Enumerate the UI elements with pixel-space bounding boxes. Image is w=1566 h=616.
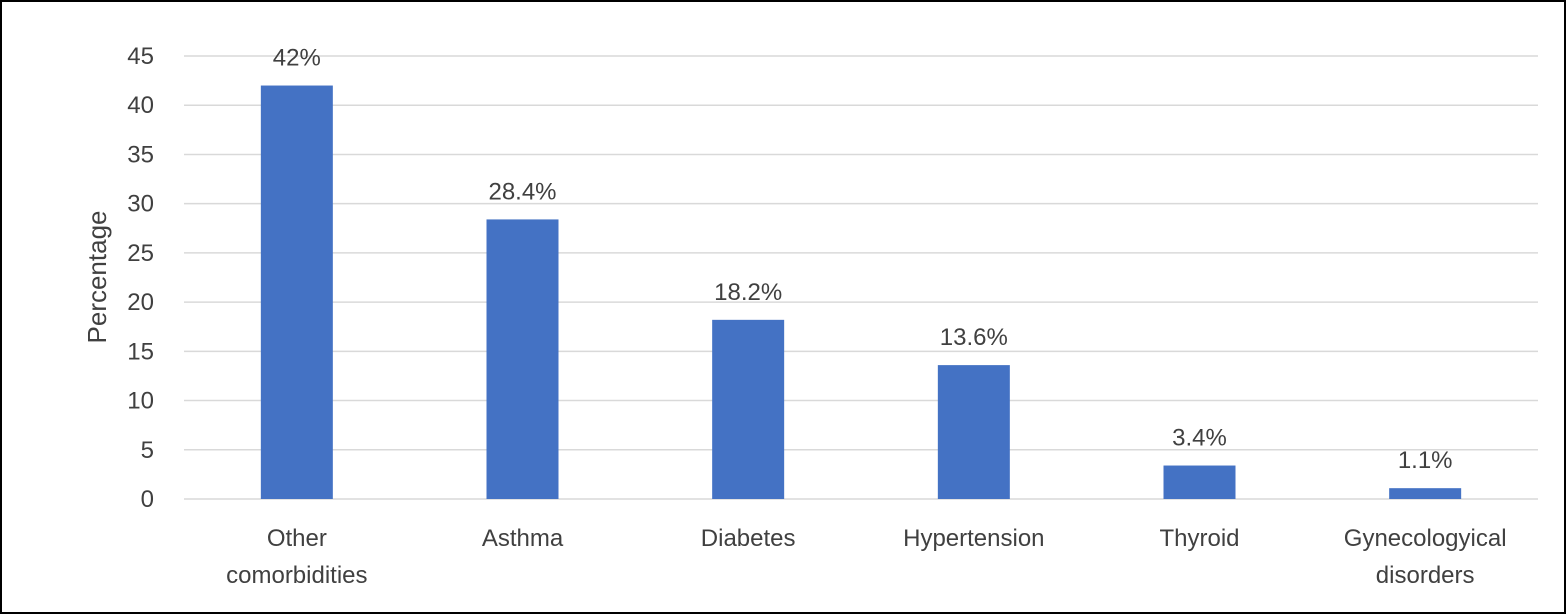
x-tick-label: Thyroid bbox=[1159, 525, 1239, 552]
x-tick-label: Hypertension bbox=[903, 525, 1044, 552]
data-labels: 42% 28.4% 18.2% 13.6% 3.4% 1.1% bbox=[273, 45, 1453, 475]
y-axis-ticks: 0 5 10 15 20 25 30 35 40 45 bbox=[127, 43, 154, 513]
bar bbox=[712, 319, 785, 499]
data-label: 18.2% bbox=[714, 279, 782, 306]
y-tick-label: 10 bbox=[127, 388, 154, 415]
data-label: 13.6% bbox=[940, 324, 1008, 351]
x-tick-label: comorbidities bbox=[226, 562, 367, 589]
data-label: 1.1% bbox=[1398, 447, 1453, 474]
y-tick-label: 0 bbox=[141, 486, 154, 513]
gridlines bbox=[184, 55, 1538, 500]
y-tick-label: 15 bbox=[127, 338, 154, 365]
y-tick-label: 5 bbox=[141, 437, 154, 464]
x-tick-label: disorders bbox=[1376, 562, 1475, 589]
bar bbox=[486, 219, 559, 499]
x-tick-label: Gynecologyical bbox=[1344, 525, 1507, 552]
x-axis-categories: Other comorbidities Asthma Diabetes Hyperten… bbox=[226, 525, 1506, 589]
y-tick-label: 25 bbox=[127, 240, 154, 267]
bar bbox=[1163, 465, 1236, 499]
y-tick-label: 20 bbox=[127, 289, 154, 316]
y-axis-label: Percentage bbox=[82, 211, 112, 344]
data-label: 3.4% bbox=[1172, 425, 1227, 452]
x-tick-label: Asthma bbox=[482, 525, 564, 552]
x-tick-label: Other bbox=[267, 525, 327, 552]
bar bbox=[260, 85, 333, 500]
data-label: 42% bbox=[273, 45, 321, 72]
y-tick-label: 30 bbox=[127, 191, 154, 218]
y-tick-label: 40 bbox=[127, 92, 154, 119]
bar bbox=[937, 365, 1010, 499]
bars bbox=[260, 85, 1462, 500]
y-tick-label: 35 bbox=[127, 141, 154, 168]
data-label: 28.4% bbox=[488, 178, 556, 205]
x-tick-label: Diabetes bbox=[701, 525, 796, 552]
y-tick-label: 45 bbox=[127, 43, 154, 70]
bar bbox=[1389, 488, 1462, 499]
